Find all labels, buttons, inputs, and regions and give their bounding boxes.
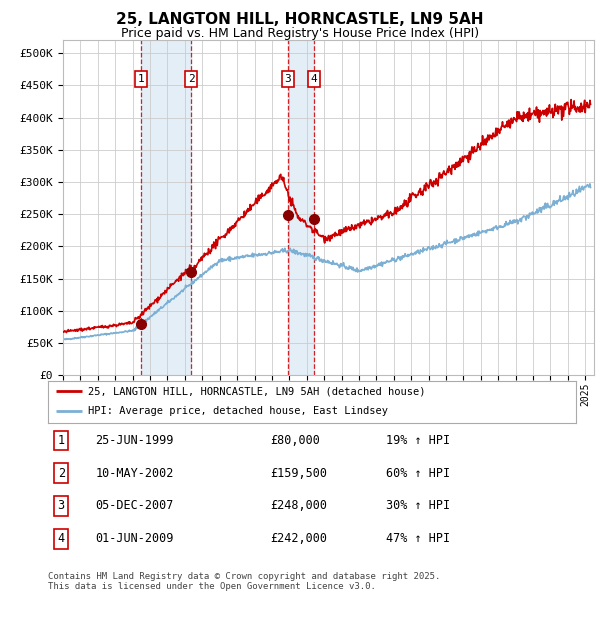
Text: 1: 1 (138, 74, 145, 84)
Text: 25-JUN-1999: 25-JUN-1999 (95, 434, 174, 447)
Text: 4: 4 (58, 532, 65, 545)
Text: HPI: Average price, detached house, East Lindsey: HPI: Average price, detached house, East… (88, 405, 388, 415)
Text: £248,000: £248,000 (270, 500, 327, 512)
Text: 05-DEC-2007: 05-DEC-2007 (95, 500, 174, 512)
Text: 2: 2 (188, 74, 194, 84)
Text: £242,000: £242,000 (270, 532, 327, 545)
Bar (288, 40, 314, 375)
Text: 3: 3 (284, 74, 292, 84)
Text: 01-JUN-2009: 01-JUN-2009 (95, 532, 174, 545)
Bar (141, 40, 191, 375)
Text: £159,500: £159,500 (270, 467, 327, 480)
Text: Contains HM Land Registry data © Crown copyright and database right 2025.
This d: Contains HM Land Registry data © Crown c… (48, 572, 440, 591)
Text: 3: 3 (58, 500, 65, 512)
Text: 1: 1 (58, 434, 65, 447)
Text: 30% ↑ HPI: 30% ↑ HPI (386, 500, 450, 512)
Text: 25, LANGTON HILL, HORNCASTLE, LN9 5AH (detached house): 25, LANGTON HILL, HORNCASTLE, LN9 5AH (d… (88, 386, 425, 396)
Text: Price paid vs. HM Land Registry's House Price Index (HPI): Price paid vs. HM Land Registry's House … (121, 27, 479, 40)
Text: 4: 4 (311, 74, 317, 84)
Text: 19% ↑ HPI: 19% ↑ HPI (386, 434, 450, 447)
Text: 10-MAY-2002: 10-MAY-2002 (95, 467, 174, 480)
Text: £80,000: £80,000 (270, 434, 320, 447)
Text: 2: 2 (58, 467, 65, 480)
Text: 47% ↑ HPI: 47% ↑ HPI (386, 532, 450, 545)
Text: 60% ↑ HPI: 60% ↑ HPI (386, 467, 450, 480)
Text: 25, LANGTON HILL, HORNCASTLE, LN9 5AH: 25, LANGTON HILL, HORNCASTLE, LN9 5AH (116, 12, 484, 27)
